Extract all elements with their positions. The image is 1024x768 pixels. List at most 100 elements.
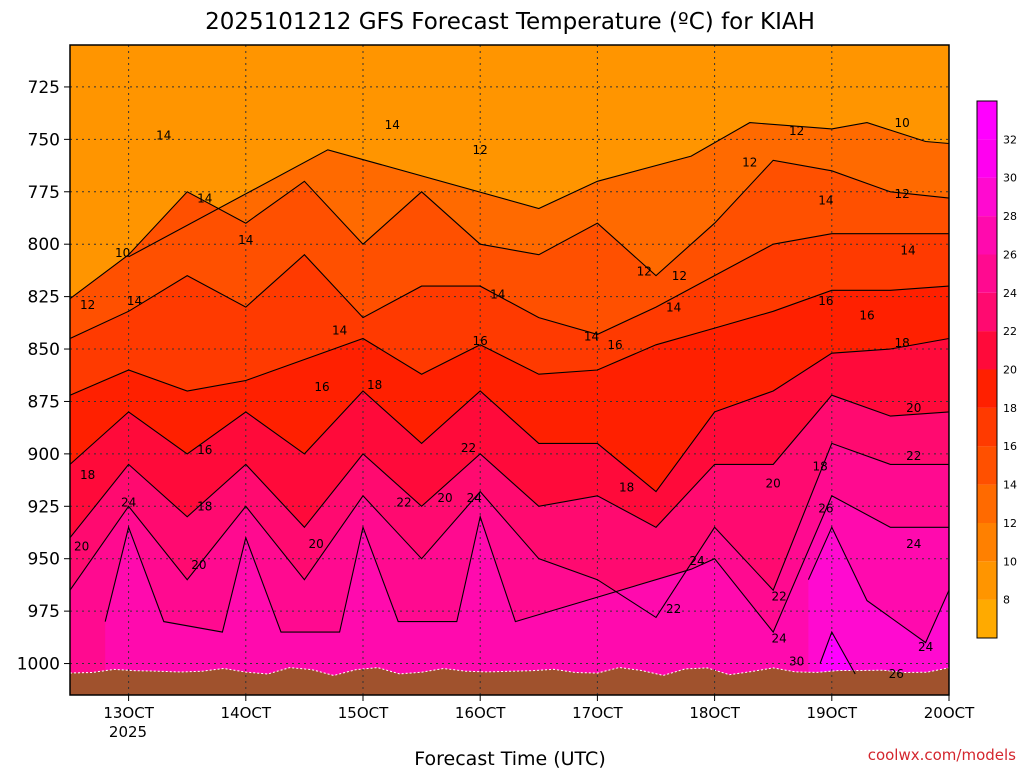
- contour-label: 20: [308, 537, 323, 551]
- contour-labels: 10 14 14 14 14 14 12 14 14 12 12 12 12 12 10 12 14 14 14 14…: [74, 116, 933, 681]
- contour-label: 12: [742, 156, 757, 170]
- contour-label: 20: [906, 401, 921, 415]
- contour-label: 24: [771, 632, 786, 646]
- colorbar-tick-label: 24: [1003, 287, 1017, 300]
- colorbar-tick-label: 10: [1003, 555, 1017, 568]
- colorbar-tick-label: 26: [1003, 248, 1017, 261]
- contour-label: 20: [74, 539, 89, 553]
- contour-label: 16: [859, 309, 874, 323]
- contour-label: 16: [607, 338, 622, 352]
- colorbar-swatch: [977, 177, 997, 217]
- contour-label: 24: [121, 495, 136, 509]
- contour-label: 20: [766, 476, 781, 490]
- y-tick-label: 875: [28, 392, 60, 412]
- colorbar-tick-label: 16: [1003, 440, 1017, 453]
- contour-label: 18: [80, 468, 95, 482]
- y-tick-label: 975: [28, 602, 60, 622]
- contour-label: 14: [818, 193, 833, 207]
- contour-label: 24: [689, 554, 704, 568]
- fill-band-24: [105, 495, 949, 695]
- contour-label: 22: [461, 441, 476, 455]
- isotherm-20: [69, 394, 950, 539]
- isotherm-12: [69, 159, 950, 300]
- contour-label: 18: [894, 336, 909, 350]
- contour-label: 14: [332, 323, 347, 337]
- isotherm-16: [69, 285, 950, 396]
- contour-label: 12: [672, 269, 687, 283]
- credit-link[interactable]: coolwx.com/models: [868, 746, 1016, 764]
- x-tick-label: 16OCT: [455, 704, 506, 722]
- x-tick-label: 15OCT: [338, 704, 389, 722]
- contour-label: 14: [385, 118, 400, 132]
- colorbar-swatch: [977, 369, 997, 408]
- contour-label: 18: [812, 460, 827, 474]
- colorbar-tick-label: 28: [1003, 210, 1017, 223]
- contour-label: 10: [115, 246, 130, 260]
- ground-layer: [69, 666, 950, 696]
- contour-label: 26: [818, 502, 833, 516]
- contour-label: 16: [197, 443, 212, 457]
- colorbar-swatch: [977, 216, 997, 255]
- contour-label: 14: [197, 191, 212, 205]
- isotherm-lines: [69, 122, 950, 675]
- isotherm-14: [69, 233, 949, 339]
- contour-label: 12: [894, 187, 909, 201]
- contour-label: 14: [490, 288, 505, 302]
- x-tick-label: 18OCT: [689, 704, 740, 722]
- ground-surface: [69, 666, 950, 696]
- colorbar-tick-label: 32: [1003, 133, 1017, 146]
- contour-label: 12: [637, 265, 652, 279]
- contour-label: 26: [889, 667, 904, 681]
- colorbar: 8 10 12 14 16 18 20 22 24 26 28 30 32: [976, 100, 1017, 639]
- contour-label: 22: [906, 449, 921, 463]
- x-year-label: 2025: [109, 723, 147, 741]
- colorbar-swatch: [977, 101, 997, 140]
- isotherm-24: [104, 495, 949, 634]
- y-tick-label: 800: [28, 235, 60, 255]
- colorbar-swatch: [977, 292, 997, 332]
- isotherm-22: [69, 442, 949, 619]
- contour-label: 14: [127, 294, 142, 308]
- contour-label: 22: [666, 602, 681, 616]
- colorbar-tick-label: 30: [1003, 172, 1017, 185]
- contour-label: 14: [238, 233, 253, 247]
- colorbar-swatch: [977, 522, 997, 562]
- colorbar-tick-label: 18: [1003, 402, 1017, 415]
- x-axis: 13OCT 14OCT 15OCT 16OCT 17OCT 18OCT 19OCT 20OCT: [103, 695, 975, 722]
- colorbar-tick-label: 20: [1003, 364, 1017, 377]
- colorbar-swatch: [977, 599, 997, 638]
- y-tick-label: 1000: [17, 655, 60, 675]
- colorbar-swatch: [977, 446, 997, 485]
- contour-label: 24: [906, 537, 921, 551]
- contour-label: 18: [367, 378, 382, 392]
- contour-label: 14: [156, 128, 171, 142]
- contour-label: 24: [467, 491, 482, 505]
- colorbar-swatch: [977, 331, 997, 370]
- contour-label: 18: [619, 481, 634, 495]
- y-tick-label: 900: [28, 445, 60, 465]
- x-axis-label: Forecast Time (UTC): [414, 748, 605, 768]
- x-tick-label: 13OCT: [103, 704, 154, 722]
- y-tick-label: 850: [28, 340, 60, 360]
- plot-area: [70, 45, 949, 695]
- isotherm-10: [128, 122, 950, 258]
- colorbar-swatch: [977, 484, 997, 523]
- y-tick-label: 950: [28, 550, 60, 570]
- y-tick-label: 775: [28, 183, 60, 203]
- contour-label: 22: [396, 495, 411, 509]
- y-tick-label: 750: [28, 130, 60, 150]
- contour-label: 24: [918, 640, 933, 654]
- y-tick-label: 825: [28, 288, 60, 308]
- colorbar-swatch: [977, 254, 997, 293]
- contour-label: 12: [789, 124, 804, 138]
- chart-title: 2025101212 GFS Forecast Temperature (ºC)…: [205, 9, 815, 35]
- colorbar-frame: [976, 100, 998, 639]
- y-axis: 725 750 775 800 825 850 875 900 925 950 975 1000: [17, 78, 70, 675]
- colorbar-swatch: [977, 139, 997, 178]
- colorbar-swatch: [977, 407, 997, 447]
- colorbar-tick-label: 22: [1003, 325, 1017, 338]
- contour-label: 12: [80, 298, 95, 312]
- x-tick-label: 14OCT: [221, 704, 272, 722]
- contour-label: 12: [473, 143, 488, 157]
- x-tick-label: 19OCT: [807, 704, 858, 722]
